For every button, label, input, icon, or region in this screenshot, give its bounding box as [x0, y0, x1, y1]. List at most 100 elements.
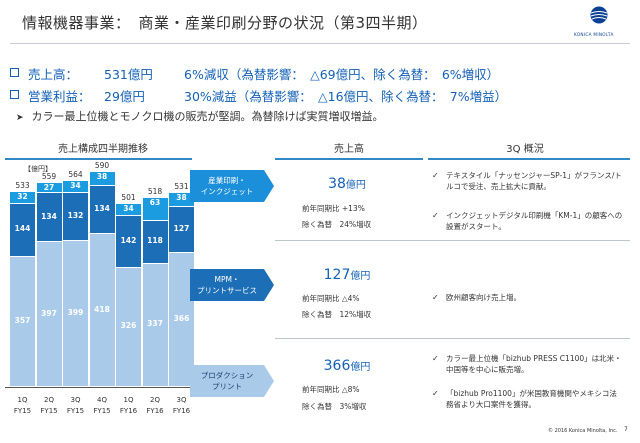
yoy-label: 前年同期比 [302, 294, 340, 303]
overview-text: テキスタイル「ナッセンジャーSP-1」がフランス/トルコで受注、売上拡大に貢献。 [446, 171, 622, 191]
bar-segment: 132 [63, 193, 88, 241]
sales-bullet: 売上高： 531億円 6%減収（為替影響： △69億円、除く為替： 6%増収） [10, 64, 499, 83]
sales-header-line [275, 158, 423, 160]
bar-segment: 38 [89, 171, 115, 185]
data-label: 32 [17, 192, 28, 202]
category-label: プロダクション [200, 371, 254, 380]
arrow-right-icon [264, 269, 274, 301]
data-label: 118 [147, 236, 163, 246]
arrow-bullet-icon: ➤ [16, 113, 24, 123]
x-tick-year: FY16 [146, 407, 164, 415]
x-tick-quarter: 1Q [17, 396, 28, 404]
exfx-line: 除く為替 12%増収 [302, 309, 371, 320]
x-axis-line [5, 387, 192, 388]
x-tick-quarter: 4Q [97, 396, 107, 404]
data-label: 63 [149, 197, 161, 207]
total-label: 564 [68, 169, 83, 179]
overview-item: ✓ インクジェットデジタル印刷機「KM-1」の顧客への設置がスタート。 [432, 210, 628, 234]
data-label: 418 [94, 304, 110, 314]
data-label: 38 [96, 171, 108, 181]
x-tick-year: FY15 [13, 407, 32, 415]
x-tick-label: 4Q FY15 [87, 395, 117, 417]
x-tick-label: 2Q FY15 [34, 395, 64, 417]
category-label: インクジェット [200, 187, 254, 196]
data-label: 399 [67, 308, 84, 318]
category-mpm: MPM・ プリントサービス [190, 269, 264, 301]
bar-segment: 34 [116, 203, 141, 216]
bar-segment: 326 [116, 268, 141, 386]
exfx-label: 除く為替 [302, 402, 332, 411]
data-label: 132 [67, 211, 84, 221]
check-icon: ✓ [432, 293, 439, 302]
note-text: カラー最上位機とモノクロ機の販売が堅調。為替除けば実質増収増益。 [31, 110, 384, 123]
amount-number: 127 [323, 267, 351, 283]
stacked-bar-chart: 357 144 32 533 1Q FY15 397 134 27 559 2Q FY15 399 132… [0, 0, 195, 443]
category-label: MPM・ [214, 275, 240, 284]
x-tick-quarter: 2Q [150, 396, 160, 404]
bar-segment: 63 [142, 197, 168, 220]
data-label: 27 [43, 183, 55, 193]
category-label: プリントサービス [197, 286, 257, 295]
x-tick-year: FY15 [40, 407, 58, 415]
x-tick-label: 3Q FY15 [61, 395, 91, 417]
profit-label: 営業利益： [28, 89, 91, 104]
total-label: 590 [94, 160, 110, 170]
square-bullet-icon [10, 90, 19, 99]
yoy-label: 前年同期比 [302, 385, 340, 394]
yoy-line: 前年同期比 △4% [302, 293, 360, 304]
check-icon: ✓ [432, 171, 439, 180]
data-label: 397 [41, 308, 57, 318]
yoy-line: 前年同期比 +13% [302, 203, 365, 214]
total-label: 559 [41, 172, 57, 182]
arrow-right-icon [264, 170, 274, 202]
sales-amount: 127億円 [292, 267, 402, 283]
overview-item: ✓ カラー最上位機「bizhub PRESS C1100」は北米・中国等を中心に… [432, 353, 628, 377]
header-divider [10, 43, 630, 44]
total-label: 533 [15, 181, 30, 191]
x-tick-label: 2Q FY16 [140, 395, 170, 417]
bar-segment: 366 [169, 253, 194, 386]
data-label: 144 [14, 224, 31, 234]
data-label: 142 [120, 236, 137, 246]
note-bullet: ➤ カラー最上位機とモノクロ機の販売が堅調。為替除けば実質増収増益。 [16, 108, 384, 124]
data-label: 34 [70, 180, 81, 190]
data-label: 366 [173, 314, 190, 324]
square-bullet-icon [10, 68, 19, 77]
data-label: 38 [176, 193, 187, 203]
exfx-line: 除く為替 3%増収 [302, 401, 366, 412]
bar-segment: 357 [10, 256, 35, 386]
total-label: 518 [147, 186, 163, 196]
profit-change: 30%減益（為替影響： △16億円、除く為替： 7%増益） [184, 89, 508, 104]
x-tick-label: 3Q FY16 [167, 395, 197, 417]
amount-unit: 億円 [345, 180, 366, 191]
x-tick-quarter: 3Q [70, 396, 81, 404]
bar-segment: 142 [116, 216, 141, 267]
x-tick-year: FY15 [66, 407, 85, 415]
x-tick-quarter: 3Q [176, 396, 187, 404]
overview-header: 3Q 概況 [506, 144, 544, 155]
category-label: 産業印刷・ [208, 176, 246, 185]
data-label: 337 [147, 319, 163, 329]
globe-logo-icon [590, 6, 608, 24]
x-tick-label: 1Q FY15 [8, 395, 38, 417]
bar-segment: 34 [63, 180, 88, 193]
bar-segment: 397 [36, 242, 62, 386]
bar-segment: 144 [10, 204, 35, 256]
x-tick-label: 1Q FY16 [114, 395, 144, 417]
exfx-label: 除く為替 [302, 220, 332, 229]
data-label: 134 [41, 211, 57, 221]
yoy-line: 前年同期比 △8% [302, 384, 360, 395]
bar-segment: 134 [36, 193, 62, 242]
overview-item: ✓ 「bizhub Pro1100」が米国教育機関やメキシコ法務省より大口案件を… [432, 388, 628, 412]
category-label: プリント [212, 382, 242, 391]
row-divider [275, 240, 630, 241]
sales-value: 531億円 [104, 67, 153, 82]
bar-segment: 118 [142, 220, 168, 263]
data-label: 127 [173, 224, 190, 234]
sales-header: 売上高 [334, 144, 364, 155]
yoy-value: △4% [341, 294, 360, 303]
row-divider [275, 338, 630, 339]
sales-change: 6%減収（為替影響： △69億円、除く為替： 6%増収） [184, 67, 500, 82]
amount-unit: 億円 [350, 362, 371, 373]
total-label: 501 [121, 192, 136, 202]
